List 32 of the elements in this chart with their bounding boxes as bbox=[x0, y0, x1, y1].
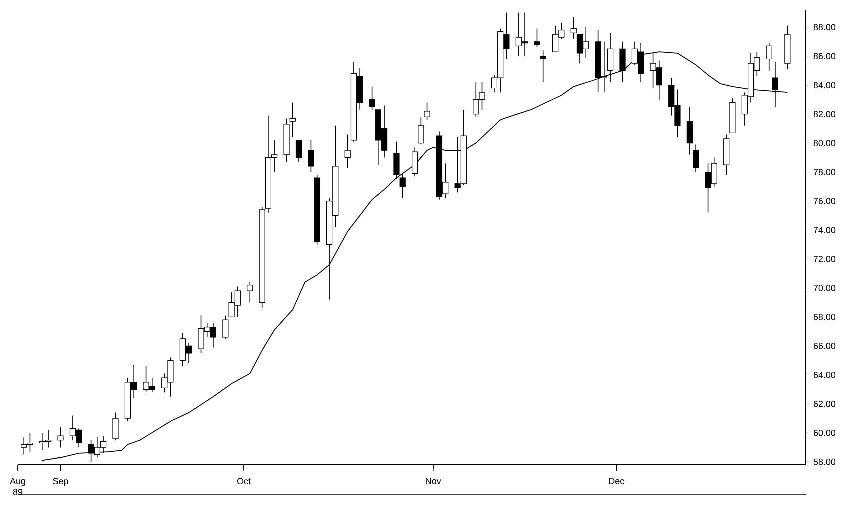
y-tick-label: 88.00 bbox=[814, 24, 836, 31]
y-tick-label: 72.00 bbox=[814, 256, 836, 262]
candlestick bbox=[570, 16, 577, 40]
x-tick-label: Oct bbox=[237, 478, 251, 485]
y-tick-label: 74.00 bbox=[814, 227, 836, 234]
y-tick-label: 68.00 bbox=[814, 314, 836, 320]
y-tick-label: 78.00 bbox=[814, 169, 836, 176]
candlestick bbox=[290, 102, 296, 138]
candlestick bbox=[766, 42, 772, 72]
candlestick bbox=[772, 62, 779, 108]
candlestick bbox=[344, 134, 351, 168]
y-tick-label: 60.00 bbox=[814, 430, 836, 436]
x-tick-label: Sep bbox=[53, 478, 68, 486]
x-tick-label: Dec bbox=[609, 478, 624, 484]
y-tick-label: 62.00 bbox=[814, 400, 836, 408]
y-tick-label: 82.00 bbox=[814, 111, 836, 118]
candlestick bbox=[247, 282, 254, 304]
candlestick bbox=[693, 144, 700, 173]
y-tick-label: 76.00 bbox=[814, 198, 836, 204]
candlestick bbox=[724, 134, 730, 176]
candlestick bbox=[686, 106, 693, 156]
x-tick-label: Aug 89 bbox=[10, 478, 26, 496]
y-tick-label: 86.00 bbox=[814, 53, 836, 60]
y-tick-label: 70.00 bbox=[814, 285, 836, 292]
candlestick bbox=[412, 147, 418, 178]
x-tick-label: Nov bbox=[426, 478, 442, 484]
y-tick-label: 84.00 bbox=[814, 82, 836, 89]
y-tick-label: 64.00 bbox=[814, 372, 836, 378]
y-tick-label: 58.00 bbox=[814, 458, 836, 466]
y-tick-label: 66.00 bbox=[814, 342, 836, 350]
y-tick-label: 80.00 bbox=[814, 140, 836, 146]
candlestick bbox=[296, 140, 302, 163]
